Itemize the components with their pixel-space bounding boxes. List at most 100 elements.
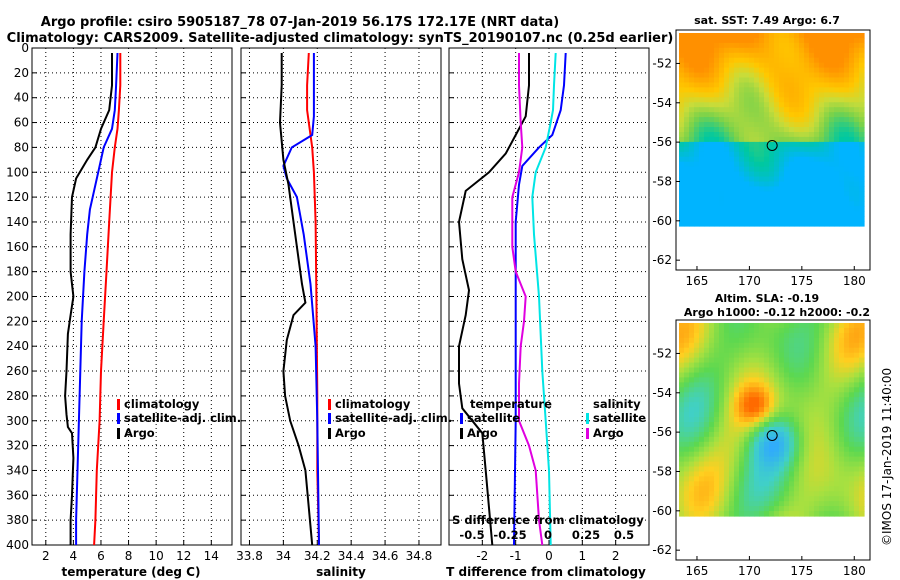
map-cell — [684, 77, 690, 83]
map-cell — [739, 323, 745, 329]
map-cell — [749, 451, 755, 458]
map-cell — [744, 221, 750, 227]
map-cell — [689, 161, 695, 168]
map-cell — [809, 221, 815, 227]
map-cell — [829, 181, 835, 187]
map-cell — [699, 426, 705, 433]
map-cell — [789, 72, 795, 79]
map-cell — [779, 402, 785, 408]
legend-label: satellite-adj. clim. — [335, 411, 452, 425]
map-cell — [724, 377, 730, 383]
map-cell — [684, 97, 690, 103]
map-cell — [709, 461, 715, 468]
map-cell — [754, 327, 760, 334]
map-cell — [814, 92, 820, 98]
map-cell — [689, 436, 695, 443]
map-cell — [739, 387, 745, 393]
map-cell — [694, 107, 700, 113]
map-cell — [764, 52, 770, 59]
map-cell — [804, 337, 810, 344]
map-cell — [814, 377, 820, 383]
map-cell — [769, 496, 775, 502]
map-cell — [789, 77, 795, 83]
map-cell — [694, 67, 700, 74]
map-cell — [719, 397, 725, 403]
map-cell — [804, 87, 810, 93]
map-cell — [759, 441, 765, 448]
map-cell — [844, 216, 850, 222]
map-cell — [849, 87, 855, 93]
map-cell — [739, 196, 745, 202]
map-cell — [719, 387, 725, 393]
map-cell — [859, 422, 865, 428]
map-cell — [714, 201, 720, 207]
map-cell — [709, 117, 715, 123]
map-cell — [764, 211, 770, 217]
map-cell — [859, 347, 865, 354]
map-cell — [829, 52, 835, 59]
map-cell — [764, 441, 770, 448]
map-cell — [859, 181, 865, 187]
map-cell — [764, 367, 770, 373]
map-cell — [784, 151, 790, 158]
map-cell — [849, 52, 855, 59]
map-cell — [794, 92, 800, 98]
map-cell — [714, 107, 720, 113]
map-cell — [809, 347, 815, 354]
map-cell — [824, 387, 830, 393]
map-cell — [724, 461, 730, 468]
map-cell — [694, 136, 700, 143]
map-cell — [794, 327, 800, 334]
map-cell — [794, 461, 800, 468]
map-cell — [794, 107, 800, 113]
map-cell — [704, 352, 710, 359]
map-cell — [769, 402, 775, 408]
map-cell — [759, 357, 765, 364]
map-cell — [824, 471, 830, 477]
map-cell — [804, 127, 810, 133]
map-cell — [834, 132, 840, 138]
map-cell — [749, 382, 755, 388]
map-cell — [844, 92, 850, 98]
map-cell — [689, 426, 695, 433]
map-cell — [804, 486, 810, 492]
map-cell — [744, 186, 750, 192]
map-cell — [799, 171, 805, 178]
map-cell — [699, 496, 705, 502]
map-cell — [764, 127, 770, 133]
map-cell — [844, 431, 850, 438]
map-cell — [704, 221, 710, 227]
map-cell — [844, 382, 850, 388]
map-cell — [694, 146, 700, 153]
map-cell — [754, 171, 760, 178]
map-cell — [749, 122, 755, 128]
map-cell — [824, 362, 830, 369]
map-cell — [819, 196, 825, 202]
map-cell — [859, 166, 865, 173]
map-cell — [739, 347, 745, 354]
map-cell — [704, 201, 710, 207]
map-cell — [794, 332, 800, 339]
map-cell — [779, 367, 785, 373]
map-cell — [794, 211, 800, 217]
map-cell — [799, 323, 805, 329]
map-cell — [769, 372, 775, 378]
map-cell — [729, 456, 735, 463]
map-cell — [859, 387, 865, 393]
map-cell — [859, 407, 865, 413]
map-cell — [744, 82, 750, 88]
map-cell — [694, 37, 700, 44]
map-cell — [849, 481, 855, 487]
map-cell — [819, 392, 825, 398]
map-cell — [769, 352, 775, 359]
map-cell — [844, 471, 850, 477]
map-cell — [684, 92, 690, 98]
map-cell — [804, 342, 810, 349]
map-cell — [839, 37, 845, 44]
map-cell — [719, 407, 725, 413]
map-cell — [724, 367, 730, 373]
map-cell — [809, 382, 815, 388]
map-cell — [849, 407, 855, 413]
x-tick-label: 10 — [148, 549, 163, 563]
map-cell — [814, 176, 820, 182]
